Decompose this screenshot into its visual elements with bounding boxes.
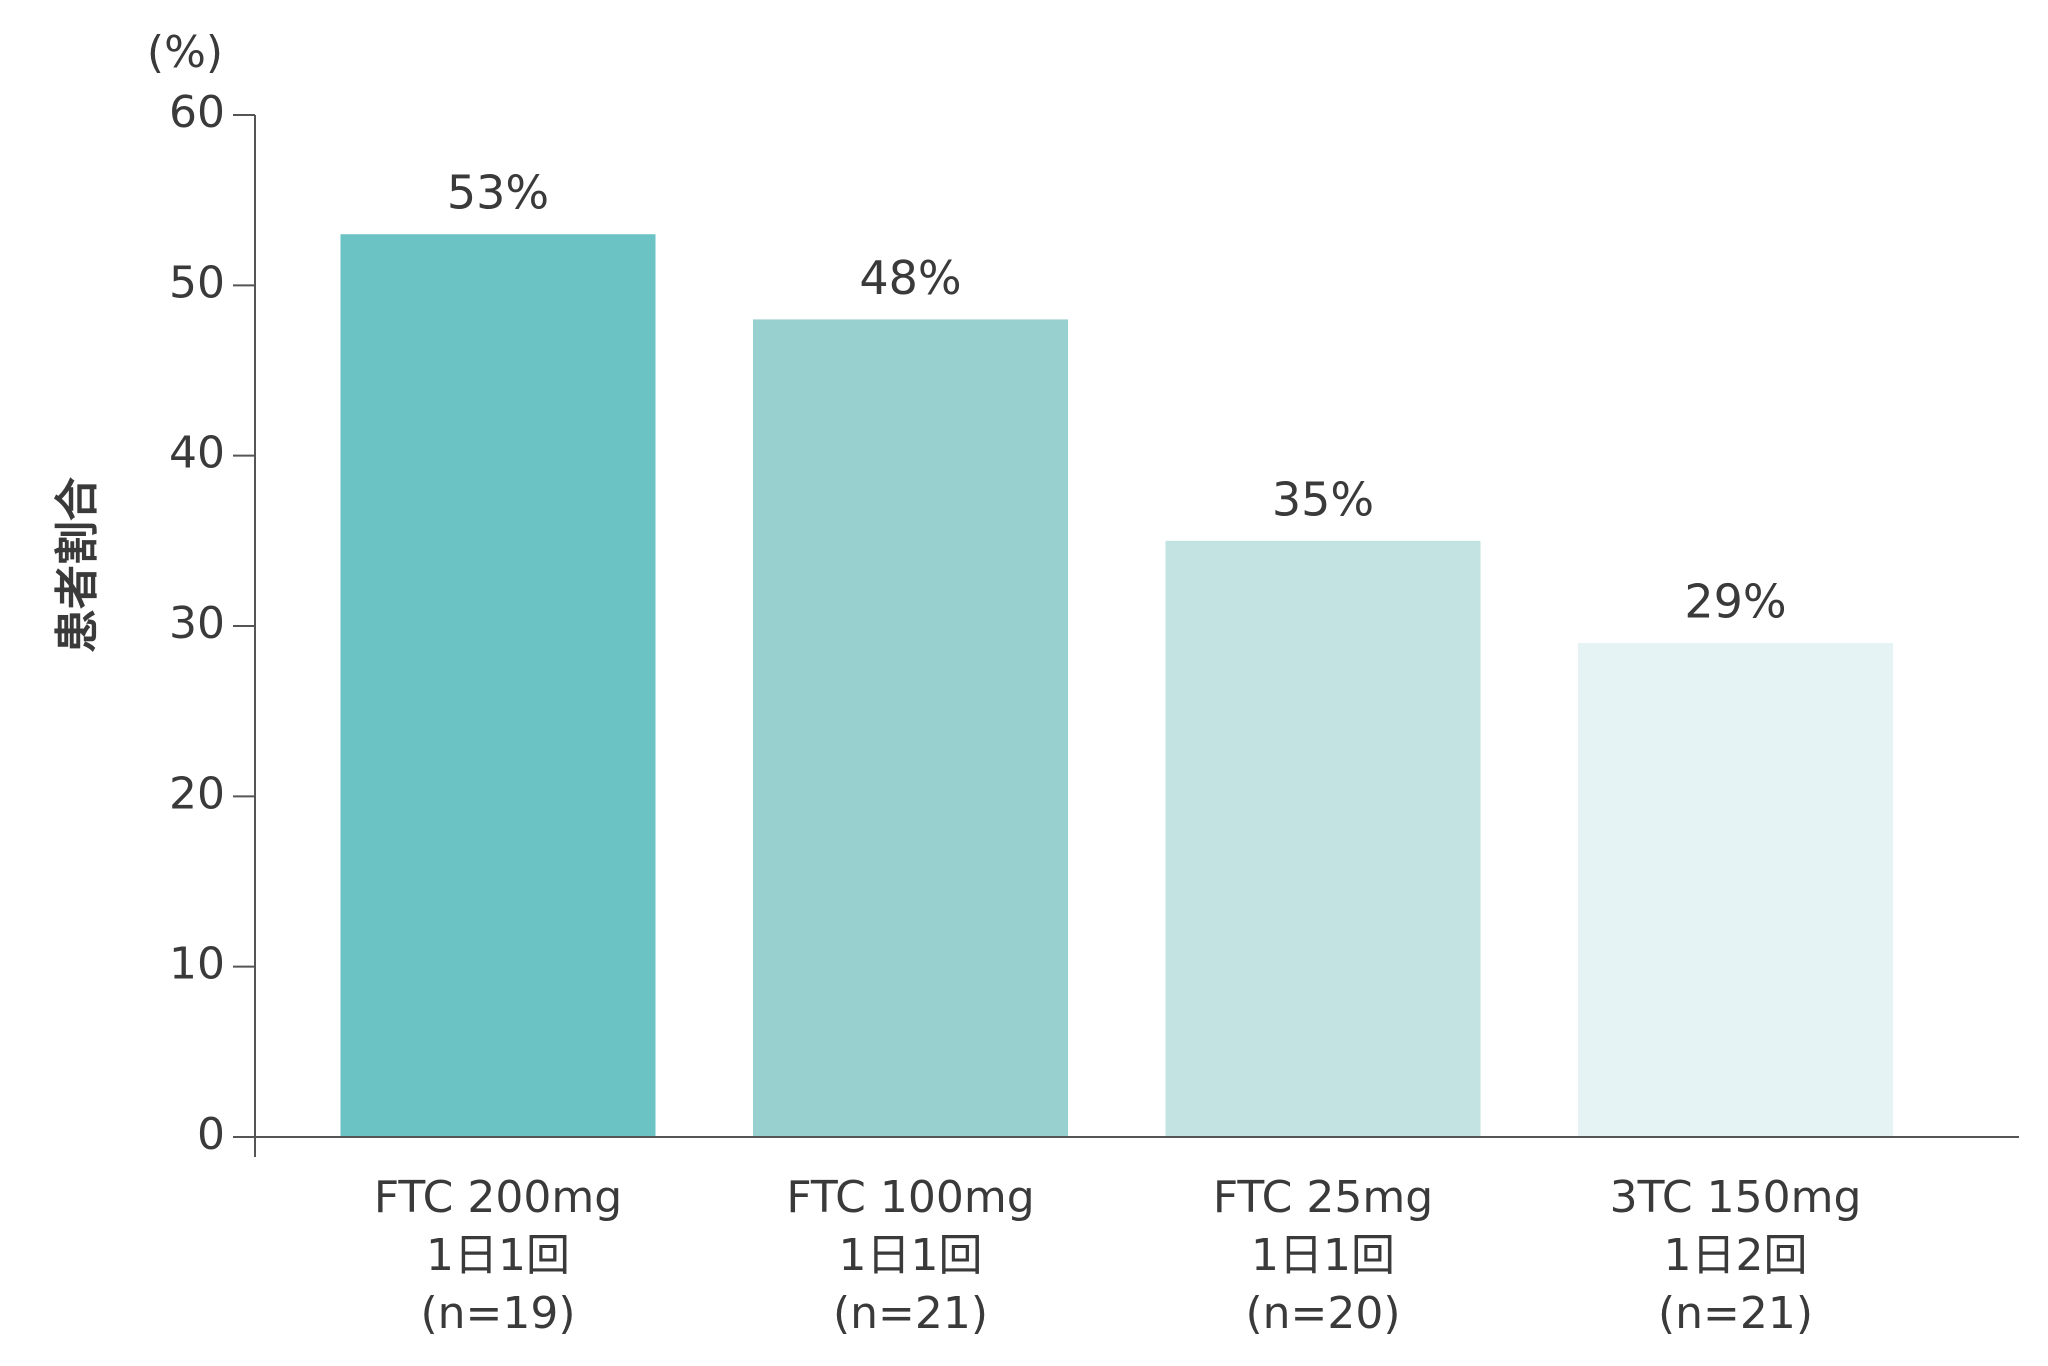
y-tick-label: 0 [197, 1109, 225, 1160]
bar [1578, 643, 1893, 1137]
x-tick-label: FTC 25mg [1213, 1172, 1433, 1223]
bar [1165, 540, 1481, 1137]
x-tick-label: (n=20) [1245, 1288, 1400, 1339]
x-tick-label: (n=21) [1658, 1288, 1813, 1339]
x-tick-label: (n=19) [420, 1288, 575, 1339]
value-label: 29% [1684, 575, 1786, 629]
y-tick-label: 50 [169, 257, 225, 308]
x-tick-label: 3TC 150mg [1610, 1172, 1862, 1223]
y-axis-label: 患者割合 [52, 477, 103, 653]
y-tick-label: 40 [169, 428, 225, 479]
y-tick-label: 10 [169, 939, 225, 990]
x-tick-label: 1日1回 [426, 1230, 570, 1281]
y-tick-label: 60 [169, 87, 225, 138]
x-tick-label: 1日1回 [1251, 1230, 1395, 1281]
value-label: 48% [859, 251, 961, 305]
x-tick-label: FTC 200mg [374, 1172, 622, 1223]
x-tick-label: 1日2回 [1664, 1230, 1808, 1281]
bar [753, 319, 1068, 1137]
x-tick-label: FTC 100mg [786, 1172, 1034, 1223]
value-label: 35% [1272, 472, 1374, 526]
value-label: 53% [447, 166, 549, 220]
y-unit: (%) [147, 27, 223, 78]
x-tick-label: 1日1回 [839, 1230, 983, 1281]
y-tick-label: 30 [169, 598, 225, 649]
bar [340, 234, 656, 1137]
y-tick-label: 20 [169, 768, 225, 819]
x-tick-label: (n=21) [833, 1288, 988, 1339]
